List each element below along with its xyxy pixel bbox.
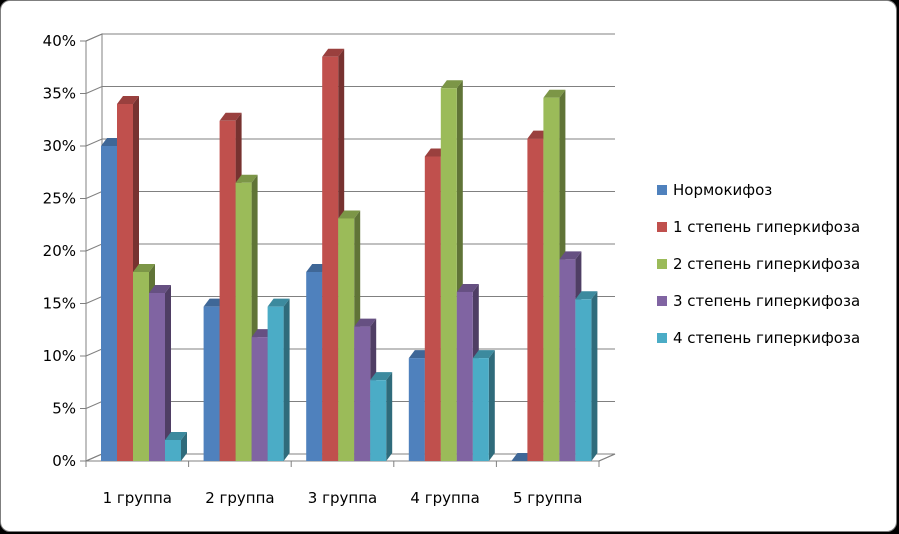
x-tick-label: 1 группа — [103, 489, 172, 507]
bar-side — [591, 291, 598, 461]
bar — [472, 350, 495, 461]
bar-front — [338, 218, 355, 461]
legend-label: 1 степень гиперкифоза — [673, 218, 860, 236]
y-axis-ticks: 0% 5% 10% 15% 20% 25% 30% 35% 40% — [43, 32, 76, 470]
bar-front — [133, 272, 149, 461]
legend-label: 2 степень гиперкифоза — [673, 255, 860, 273]
bar-front — [440, 88, 457, 461]
bar-top — [267, 298, 290, 307]
bar-top — [440, 80, 463, 89]
legend-swatch — [657, 185, 667, 195]
bar-top — [354, 318, 377, 327]
bar-front — [472, 358, 489, 461]
y-tick-label: 10% — [43, 347, 76, 365]
y-tick-label: 5% — [52, 400, 76, 418]
bar-front — [149, 293, 165, 461]
bar-front — [322, 56, 339, 461]
x-tick-label: 2 группа — [205, 489, 274, 507]
legend-swatch — [657, 222, 667, 232]
bar — [370, 372, 393, 461]
bar-side — [181, 432, 187, 461]
legend: Нормокифоз 1 степень гиперкифоза 2 степень… — [657, 181, 860, 347]
bar-top — [575, 291, 598, 300]
bar-front — [165, 440, 181, 461]
x-tick-label: 4 группа — [410, 489, 479, 507]
bar-front — [117, 104, 133, 461]
legend-swatch — [657, 296, 667, 306]
y-tick-label: 15% — [43, 295, 76, 313]
y-tick-label: 25% — [43, 190, 76, 208]
y-tick-label: 35% — [43, 85, 76, 103]
bar-front — [543, 97, 560, 461]
bar-front — [101, 146, 117, 461]
legend-label: Нормокифоз — [673, 181, 772, 199]
bar — [149, 285, 171, 461]
legend-label: 4 степень гиперкифоза — [673, 329, 860, 347]
bar-front — [235, 182, 252, 461]
bar-front — [354, 326, 371, 461]
bar-side — [488, 350, 495, 461]
floor-edge — [598, 453, 616, 462]
bar-side — [386, 372, 393, 461]
bar — [165, 432, 187, 461]
bar-front — [306, 272, 323, 461]
bar — [267, 298, 290, 461]
bar-front — [219, 120, 236, 462]
bar-front — [559, 259, 576, 461]
bar-front — [424, 156, 441, 461]
bar-top — [165, 432, 187, 440]
bar-front — [267, 306, 284, 461]
bars — [101, 48, 598, 462]
bar-top — [338, 210, 361, 219]
bar-top — [117, 96, 139, 104]
bar-top — [149, 285, 171, 293]
bar-top — [543, 89, 566, 98]
bar-front — [203, 306, 220, 461]
bar-front — [251, 337, 268, 461]
legend-label: 3 степень гиперкифоза — [673, 292, 860, 310]
bar-top — [133, 264, 155, 272]
x-tick-label: 3 группа — [308, 489, 377, 507]
legend-swatch — [657, 333, 667, 343]
y-tick-label: 40% — [43, 32, 76, 50]
x-axis-ticks: 1 группа 2 группа 3 группа 4 группа 5 группа — [103, 489, 583, 507]
bar-front — [527, 138, 544, 461]
bar-top — [472, 350, 495, 359]
bar — [575, 291, 598, 461]
bar-top — [235, 174, 258, 183]
bar-top — [456, 283, 479, 292]
bar-side — [283, 298, 290, 461]
bar-front — [370, 380, 387, 461]
bar-top — [219, 112, 242, 121]
bar-front — [408, 358, 425, 461]
bar-front — [575, 299, 592, 461]
bar-top — [370, 372, 393, 381]
gridline — [85, 33, 615, 42]
bar-side — [165, 285, 171, 461]
y-tick-label: 20% — [43, 242, 76, 260]
bar-top — [559, 251, 582, 260]
bar-front — [456, 291, 473, 461]
bar-top — [322, 48, 345, 57]
y-tick-label: 30% — [43, 137, 76, 155]
y-tick-label: 0% — [52, 452, 76, 470]
x-tick-label: 5 группа — [513, 489, 582, 507]
legend-swatch — [657, 259, 667, 269]
